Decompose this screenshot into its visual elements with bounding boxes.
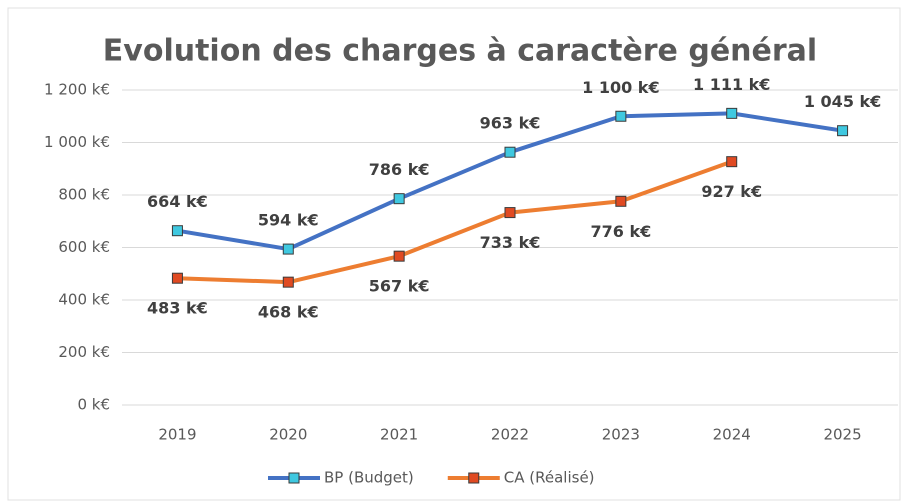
x-tick-label: 2020 — [269, 426, 307, 444]
data-label: 1 100 k€ — [582, 78, 659, 97]
x-tick-label: 2025 — [823, 426, 861, 444]
marker — [504, 146, 516, 158]
data-label: 733 k€ — [480, 233, 541, 252]
x-tick-label: 2021 — [380, 426, 418, 444]
data-label: 483 k€ — [147, 299, 208, 318]
y-tick-label: 1 200 k€ — [44, 81, 110, 99]
marker — [504, 207, 516, 219]
y-tick-label: 200 k€ — [58, 343, 110, 361]
data-label: 567 k€ — [369, 277, 430, 296]
y-tick-label: 600 k€ — [58, 238, 110, 256]
x-tick-label: 2024 — [713, 426, 751, 444]
x-tick-label: 2019 — [158, 426, 196, 444]
marker — [393, 250, 405, 262]
data-label: 594 k€ — [258, 211, 319, 230]
x-tick-label: 2022 — [491, 426, 529, 444]
marker — [837, 125, 849, 137]
marker — [171, 272, 183, 284]
data-label: 927 k€ — [701, 182, 762, 201]
marker — [726, 156, 738, 168]
legend-label: CA (Réalisé) — [504, 469, 595, 487]
marker — [282, 276, 294, 288]
y-tick-label: 400 k€ — [58, 291, 110, 309]
data-label: 776 k€ — [590, 222, 651, 241]
series-line — [177, 159, 733, 285]
data-label: 786 k€ — [369, 160, 430, 179]
marker — [393, 193, 405, 205]
y-tick-label: 1 000 k€ — [44, 133, 110, 151]
marker — [615, 110, 627, 122]
y-tick-label: 800 k€ — [58, 186, 110, 204]
chart-title: Evolution des charges à caractère généra… — [103, 34, 817, 69]
marker — [282, 243, 294, 255]
legend-marker — [288, 472, 300, 484]
data-label: 1 045 k€ — [804, 92, 881, 111]
data-label: 1 111 k€ — [693, 75, 770, 94]
data-label: 468 k€ — [258, 303, 319, 322]
data-label: 963 k€ — [480, 114, 541, 133]
legend-label: BP (Budget) — [324, 469, 414, 487]
data-label: 664 k€ — [147, 192, 208, 211]
x-tick-label: 2023 — [602, 426, 640, 444]
marker — [615, 195, 627, 207]
y-tick-label: 0 k€ — [77, 396, 110, 414]
legend-marker — [468, 472, 480, 484]
marker — [726, 107, 738, 119]
marker — [171, 225, 183, 237]
